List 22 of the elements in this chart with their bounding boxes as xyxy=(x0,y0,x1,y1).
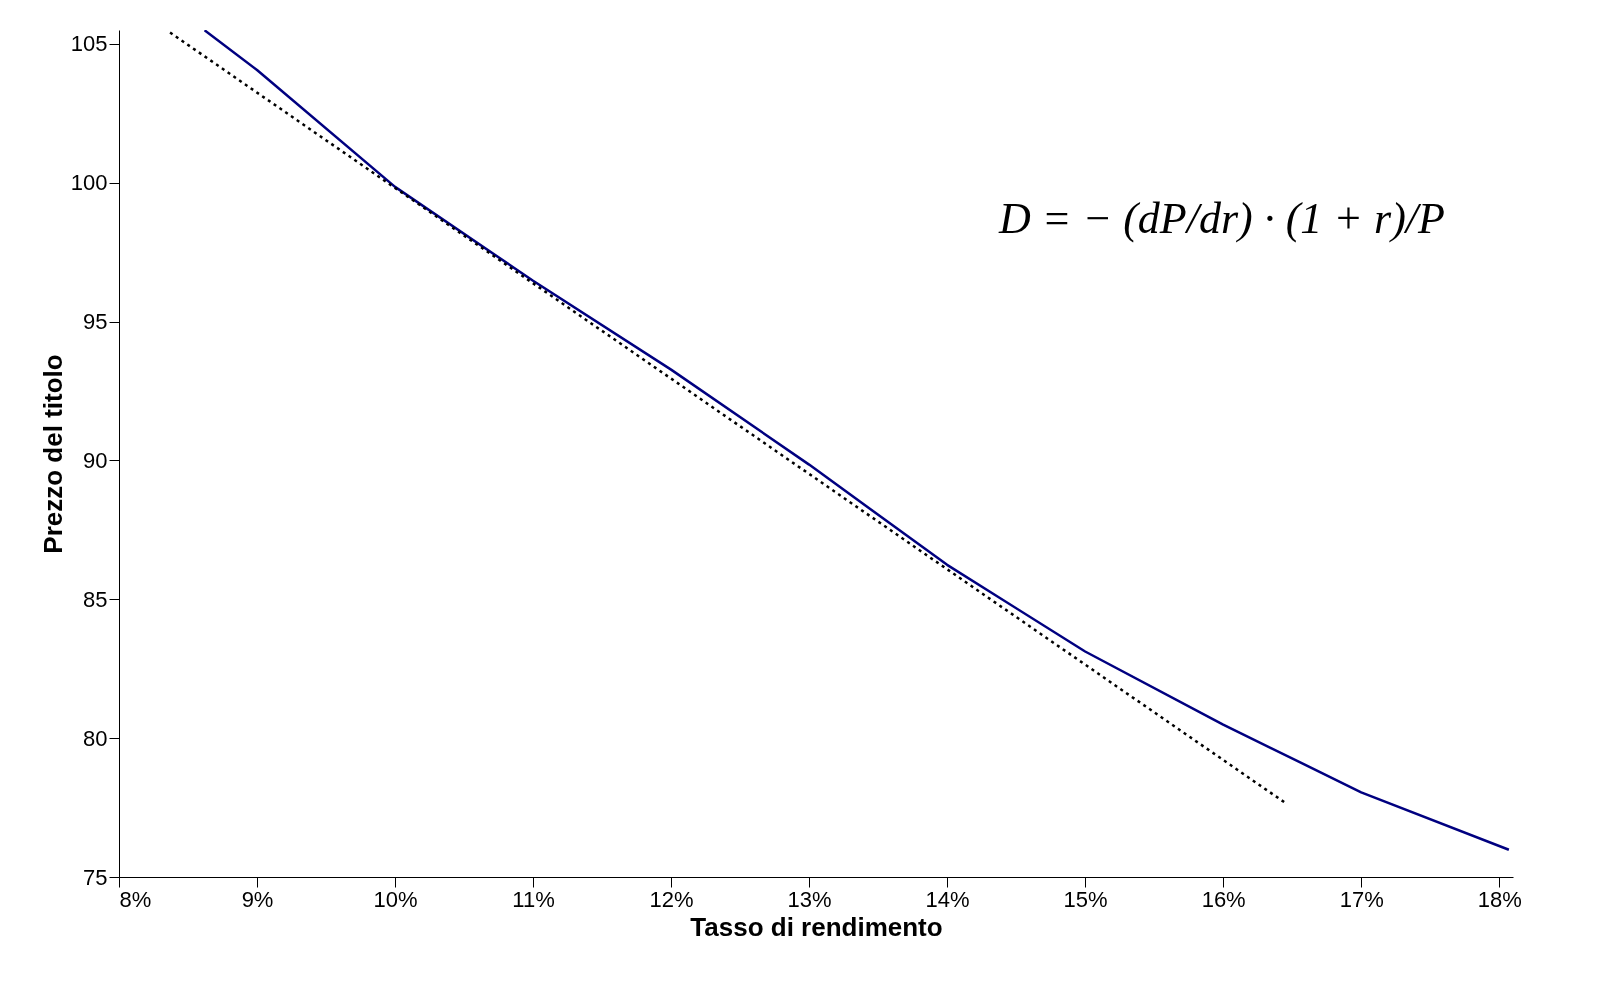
x-tick-label: 8% xyxy=(119,886,152,912)
y-tick-label: 90 xyxy=(83,447,108,473)
y-axis-title: Prezzo del titolo xyxy=(37,354,68,554)
x-tick-label: 12% xyxy=(649,886,694,912)
x-tick-label: 16% xyxy=(1201,886,1246,912)
y-tick-label: 75 xyxy=(83,864,108,890)
x-tick-label: 18% xyxy=(1477,886,1522,912)
y-tick-label: 80 xyxy=(83,725,108,751)
x-axis-title: Tasso di rendimento xyxy=(690,911,943,942)
x-tick-label: 10% xyxy=(373,886,418,912)
y-tick-label: 105 xyxy=(70,31,108,57)
annotation: D = − (dP/dr) · (1 + r)/P xyxy=(998,194,1445,243)
y-tick-label: 100 xyxy=(70,170,108,196)
y-tick-label: 85 xyxy=(83,586,108,612)
x-tick-label: 11% xyxy=(512,886,555,912)
y-tick-label: 95 xyxy=(83,309,108,335)
line-series xyxy=(203,30,1511,852)
x-tick-label: 17% xyxy=(1339,886,1384,912)
x-tick-label: 15% xyxy=(1063,886,1108,912)
x-tick-label: 14% xyxy=(925,886,970,912)
x-tick-label: 9% xyxy=(241,886,274,912)
x-tick-label: 13% xyxy=(787,886,832,912)
